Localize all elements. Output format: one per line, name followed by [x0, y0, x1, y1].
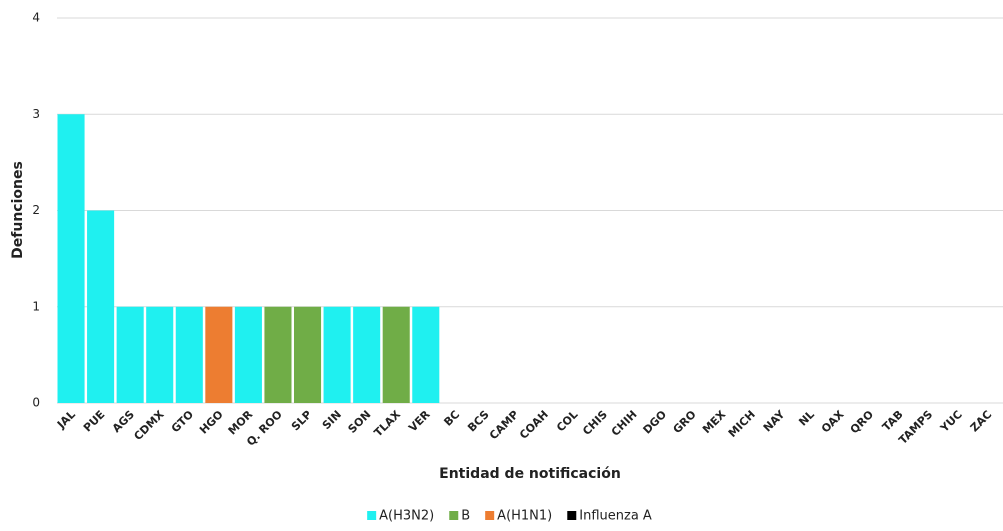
legend-swatch [367, 511, 377, 520]
x-tick-label: SIN [320, 408, 344, 432]
x-tick-label: MICH [726, 408, 758, 440]
legend-label: A(H1N1) [497, 509, 552, 524]
x-tick-label: TAB [880, 408, 906, 434]
bar [116, 306, 144, 403]
legend-label: B [461, 509, 470, 524]
x-tick-label: GRO [671, 408, 699, 436]
x-tick-label: CHIH [609, 408, 640, 439]
bar [87, 210, 115, 403]
x-tick-label: HGO [197, 408, 226, 437]
x-tick-label: SON [346, 408, 374, 436]
bar [234, 306, 262, 403]
x-tick-label: COAH [517, 408, 551, 442]
y-tick-label: 1 [32, 299, 40, 313]
legend-swatch [567, 511, 577, 520]
x-tick-label: MEX [700, 408, 729, 437]
x-tick-label: BCS [465, 408, 492, 435]
x-tick-label: JAL [54, 408, 78, 432]
x-tick-label: OAX [819, 408, 847, 436]
bar [382, 306, 410, 403]
bar [146, 306, 174, 403]
x-tick-label: PUE [81, 408, 108, 435]
x-tick-label: VER [406, 408, 433, 435]
bar [57, 114, 85, 403]
legend-swatch [485, 511, 495, 520]
y-tick-label: 0 [32, 396, 40, 410]
x-tick-label: DGO [641, 408, 670, 437]
x-tick-label: ZAC [968, 408, 995, 435]
bar [412, 306, 440, 403]
y-tick-label: 4 [32, 11, 40, 25]
x-tick-label: SLP [289, 408, 314, 433]
x-tick-label: BC [441, 408, 462, 429]
x-tick-label: NAY [761, 407, 788, 434]
x-tick-label: CHIS [580, 408, 610, 438]
legend-label: Influenza A [579, 509, 652, 524]
bar [264, 306, 292, 403]
x-tick-label: QRO [848, 408, 876, 436]
y-tick-label: 2 [32, 203, 40, 217]
y-tick-label: 3 [32, 107, 40, 121]
x-tick-label: TLAX [372, 408, 404, 440]
x-axis-title: Entidad de notificación [439, 466, 621, 482]
x-tick-label: GTO [169, 408, 196, 435]
x-tick-label: CAMP [487, 408, 521, 442]
legend-label: A(H3N2) [379, 509, 434, 524]
x-tick-label: COL [554, 408, 580, 434]
bar [294, 306, 322, 403]
x-tick-label: YUC [937, 408, 965, 436]
x-tick-label: CDMX [131, 408, 166, 443]
bar [205, 306, 233, 403]
bar [323, 306, 351, 403]
bar [175, 306, 203, 403]
x-tick-label: NL [796, 408, 817, 429]
legend-swatch [449, 511, 459, 520]
bar [353, 306, 381, 403]
y-axis-title: Defunciones [10, 161, 26, 259]
